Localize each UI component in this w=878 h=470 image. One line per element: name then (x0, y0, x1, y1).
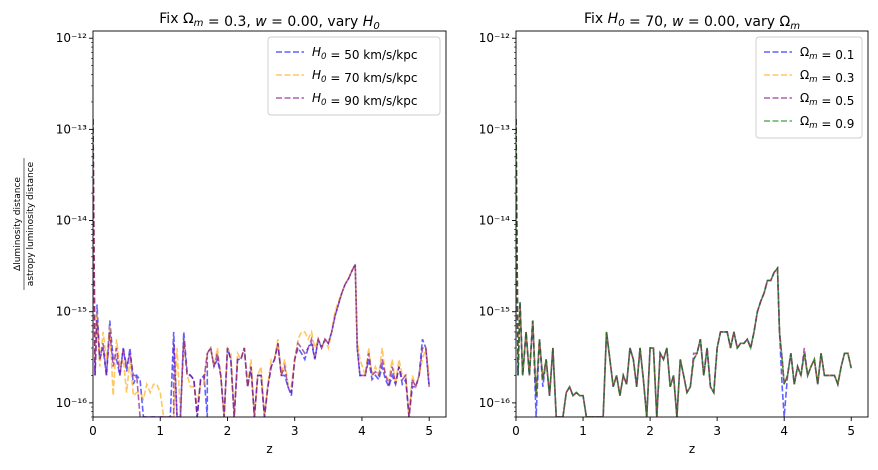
y-tick-label: 10⁻¹⁵ (479, 305, 510, 319)
y-axis-label: Δluminosity distance astropy luminosity d… (13, 158, 36, 290)
x-tick-label: 3 (713, 424, 721, 438)
x-tick-label: 2 (646, 424, 654, 438)
y-label-numerator: Δluminosity distance (13, 177, 23, 271)
x-tick-label: 0 (89, 424, 97, 438)
y-tick-label: 10⁻¹⁵ (56, 305, 87, 319)
chart-title: Fix Ωm = 0.3, w = 0.00, vary H0 (159, 11, 379, 32)
x-tick-label: 4 (358, 424, 366, 438)
legend-label-3: H0 = 90 km/s/kpc (312, 91, 417, 108)
chart-title: Fix H0 = 70, w = 0.00, vary Ωm (584, 11, 800, 32)
x-tick-label: 0 (512, 424, 520, 438)
y-tick-label: 10⁻¹² (56, 31, 87, 45)
series-line-2 (93, 118, 430, 417)
series-line-4 (516, 118, 853, 417)
series-group (516, 118, 853, 417)
y-tick-label: 10⁻¹³ (56, 122, 87, 136)
left-chart: 0 1 2 3 4 5 10⁻¹⁶ 10⁻¹⁵ 10⁻¹⁴ 10⁻¹³ 10⁻¹² z Fix Ωm =… (13, 11, 447, 456)
series-line-3 (516, 118, 853, 417)
y-tick-label: 10⁻¹² (479, 31, 510, 45)
y-tick-label: 10⁻¹³ (479, 122, 510, 136)
plot-frame (515, 30, 869, 418)
x-tick-label: 4 (780, 424, 788, 438)
y-tick-label: 10⁻¹⁶ (479, 396, 510, 410)
legend-label-3: Ωm = 0.5 (800, 91, 854, 108)
legend-label-2: Ωm = 0.3 (800, 68, 854, 85)
x-axis-label: z (689, 442, 695, 456)
right-chart: 0 1 2 3 4 5 10⁻¹⁶ 10⁻¹⁵ 10⁻¹⁴ 10⁻¹³ 10⁻¹² z Fix H0 =… (479, 11, 869, 456)
y-tick-label: 10⁻¹⁴ (56, 214, 87, 228)
legend: H0 = 50 km/s/kpc H0 = 70 km/s/kpc H0 = 90 … (267, 36, 441, 116)
y-label-denominator: astropy luminosity distance (26, 161, 36, 286)
legend: Ωm = 0.1 Ωm = 0.3 Ωm = 0.5 Ωm = 0.9 (755, 36, 863, 139)
x-axis-label: z (266, 442, 272, 456)
legend-label-2: H0 = 70 km/s/kpc (312, 68, 417, 85)
y-tick-label: 10⁻¹⁴ (479, 214, 510, 228)
legend-label-1: Ωm = 0.1 (800, 45, 854, 62)
x-tick-label: 1 (579, 424, 587, 438)
legend-box (755, 36, 863, 139)
legend-label-4: Ωm = 0.9 (800, 114, 854, 131)
x-tick-label: 2 (224, 424, 232, 438)
legend-label-1: H0 = 50 km/s/kpc (312, 45, 417, 62)
x-tick-label: 5 (847, 424, 855, 438)
x-tick-label: 5 (425, 424, 433, 438)
plot-frame (92, 30, 447, 418)
series-group (93, 118, 430, 417)
legend-box (267, 36, 441, 116)
y-tick-label: 10⁻¹⁶ (56, 396, 87, 410)
x-tick-label: 1 (156, 424, 164, 438)
x-tick-label: 3 (291, 424, 299, 438)
